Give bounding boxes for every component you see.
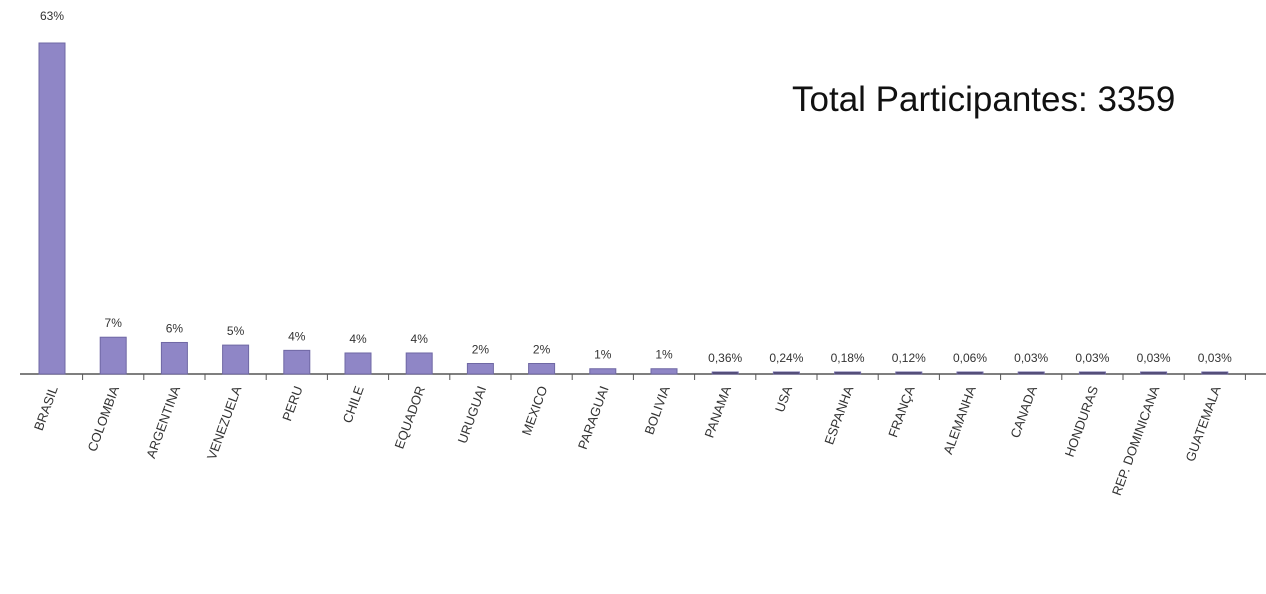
bar-panama <box>711 371 739 375</box>
category-label-chile: CHILE <box>340 384 367 425</box>
category-label-paraguai: PARAGUAI <box>575 384 612 451</box>
value-label-guatemala: 0,03% <box>1198 351 1232 365</box>
total-participants-annotation: Total Participantes: 3359 <box>792 80 1175 120</box>
bars-group <box>38 42 1229 375</box>
category-label-uruguai: URUGUAI <box>455 384 490 445</box>
value-label-peru: 4% <box>288 329 306 343</box>
bar-honduras <box>1078 371 1106 375</box>
value-label-uruguai: 2% <box>472 342 490 356</box>
bar-fran-a <box>895 371 923 375</box>
category-label-panama: PANAMA <box>701 384 734 440</box>
bar-canada <box>1017 371 1045 375</box>
value-labels-group: 63% 7% 6% 5% 4% 4% 4% 2% 2% 1% 1% 0,36% 0,24% 0,18% 0,… <box>40 9 1232 365</box>
value-label-alemanha: 0,06% <box>953 351 987 365</box>
category-label-fran-a: FRANÇA <box>885 384 917 440</box>
bar-paraguai <box>589 368 617 375</box>
bar-venezuela <box>222 344 250 375</box>
value-label-venezuela: 5% <box>227 324 245 338</box>
category-label-alemanha: ALEMANHA <box>940 384 979 457</box>
bar-argentina <box>160 341 188 375</box>
category-label-brasil: BRASIL <box>31 384 61 433</box>
bar-alemanha <box>956 371 984 375</box>
bar-peru <box>283 349 311 375</box>
bar-rep-dominicana <box>1140 371 1168 375</box>
value-label-equador: 4% <box>411 332 429 346</box>
value-label-usa: 0,24% <box>769 351 803 365</box>
value-label-mexico: 2% <box>533 342 551 356</box>
category-label-honduras: HONDURAS <box>1062 384 1102 459</box>
bar-colombia <box>99 336 127 375</box>
value-label-argentina: 6% <box>166 321 184 335</box>
category-label-canada: CANADA <box>1007 384 1040 440</box>
value-label-panama: 0,36% <box>708 351 742 365</box>
category-label-mexico: MEXICO <box>519 384 551 437</box>
category-labels-group: BRASIL COLOMBIA ARGENTINA VENEZUELA PERU CHIL… <box>31 384 1224 498</box>
bar-equador <box>405 352 433 375</box>
value-label-espanha: 0,18% <box>831 351 865 365</box>
category-label-guatemala: GUATEMALA <box>1182 384 1223 464</box>
value-label-rep-dominicana: 0,03% <box>1137 351 1171 365</box>
value-label-bolivia: 1% <box>655 348 673 362</box>
category-label-rep-dominicana: REP. DOMINICANA <box>1109 384 1163 498</box>
value-label-paraguai: 1% <box>594 348 612 362</box>
bar-bolivia <box>650 368 678 375</box>
value-label-chile: 4% <box>349 332 367 346</box>
category-label-equador: EQUADOR <box>391 384 428 451</box>
value-label-fran-a: 0,12% <box>892 351 926 365</box>
bar-uruguai <box>466 362 494 375</box>
total-participants-prefix: Total Participantes: <box>792 80 1088 119</box>
bar-espanha <box>834 371 862 375</box>
bar-mexico <box>528 362 556 375</box>
category-label-bolivia: BOLIVIA <box>641 384 673 437</box>
bar-guatemala <box>1201 371 1229 375</box>
tick-marks-group <box>82 374 1246 380</box>
category-label-venezuela: VENEZUELA <box>204 384 245 462</box>
value-label-honduras: 0,03% <box>1075 351 1109 365</box>
value-label-colombia: 7% <box>105 316 123 330</box>
value-label-brasil: 63% <box>40 9 64 23</box>
category-label-usa: USA <box>772 384 795 415</box>
category-label-argentina: ARGENTINA <box>143 384 183 461</box>
category-label-peru: PERU <box>279 384 305 423</box>
value-label-canada: 0,03% <box>1014 351 1048 365</box>
total-participants-value: 3359 <box>1097 80 1176 119</box>
bar-usa <box>772 371 800 375</box>
bar-brasil <box>38 42 66 375</box>
category-label-colombia: COLOMBIA <box>84 384 122 454</box>
bar-chile <box>344 352 372 375</box>
category-label-espanha: ESPANHA <box>821 384 856 447</box>
